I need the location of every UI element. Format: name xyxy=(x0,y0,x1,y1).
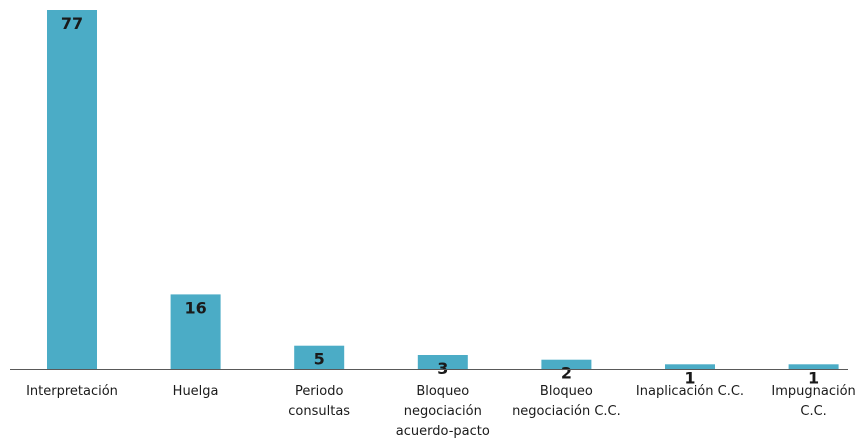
bars-group xyxy=(47,10,839,369)
x-tick-label-line: Interpretación xyxy=(26,384,118,399)
x-tick-label-5: Inaplicación C.C. xyxy=(636,384,744,399)
x-tick-label-line: negociación C.C. xyxy=(512,404,621,419)
data-label-4: 2 xyxy=(561,364,572,383)
x-tick-label-line: Inaplicación C.C. xyxy=(636,384,744,399)
data-label-3: 3 xyxy=(437,359,448,378)
x-tick-label-1: Huelga xyxy=(173,384,219,399)
x-tick-labels-group: Interpretación Huelga Periodo consultas Bloq… xyxy=(26,384,856,439)
x-tick-label-line: consultas xyxy=(288,404,350,419)
x-tick-label-line: negociación xyxy=(404,404,482,419)
data-label-0: 77 xyxy=(61,14,83,33)
data-label-1: 16 xyxy=(184,298,206,317)
data-label-5: 1 xyxy=(684,368,695,387)
bar-4 xyxy=(541,359,592,369)
x-tick-label-line: Huelga xyxy=(173,384,219,399)
x-tick-label-line: Bloqueo xyxy=(416,384,469,399)
x-tick-label-0: Interpretación xyxy=(26,384,118,399)
x-tick-label-line: C.C. xyxy=(800,404,826,419)
bar-0 xyxy=(47,10,97,369)
bar-5 xyxy=(665,364,715,369)
x-tick-label-line: Impugnación xyxy=(771,384,855,399)
bar-6 xyxy=(788,364,839,369)
x-tick-label-line: acuerdo-pacto xyxy=(396,424,490,439)
x-tick-label-line: Bloqueo xyxy=(540,384,593,399)
x-tick-label-6: Impugnación C.C. xyxy=(771,384,855,419)
value-labels-group: 77 16 5 3 2 1 1 xyxy=(61,14,819,387)
bar-2 xyxy=(294,345,345,369)
x-tick-label-2: Periodo consultas xyxy=(288,384,350,419)
bar-1 xyxy=(170,294,221,369)
x-tick-label-line: Periodo xyxy=(295,384,344,399)
x-tick-label-4: Bloqueo negociación C.C. xyxy=(512,384,621,419)
data-label-6: 1 xyxy=(808,368,819,387)
bar-3 xyxy=(417,355,468,369)
x-tick-label-3: Bloqueo negociación acuerdo-pacto xyxy=(396,384,490,439)
data-label-2: 5 xyxy=(314,350,325,369)
